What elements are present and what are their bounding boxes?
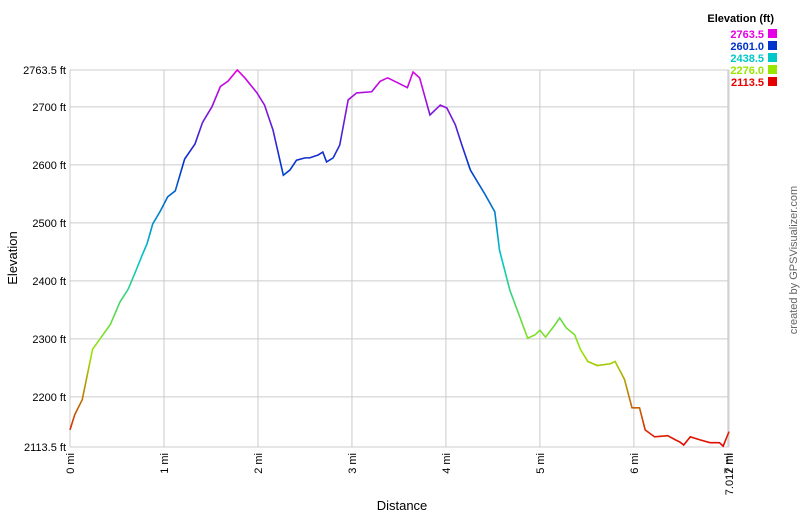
credit: created by GPSVisualizer.com — [788, 186, 800, 334]
x-tick-label: 1 mi — [159, 453, 171, 474]
y-tick-label: 2763.5 ft — [23, 65, 66, 77]
legend-value: 2601.0 — [730, 41, 764, 53]
x-tick-label: 3 mi — [347, 453, 359, 474]
legend-swatch — [768, 29, 777, 38]
legend-value: 2113.5 — [731, 77, 764, 89]
y-tick-label: 2400 ft — [32, 276, 66, 288]
legend-swatch — [768, 53, 777, 62]
legend-value: 2438.5 — [730, 53, 764, 65]
legend-swatch — [768, 41, 777, 50]
y-tick-label: 2300 ft — [32, 334, 66, 346]
y-axis-label: Elevation — [5, 231, 20, 284]
x-tick-label: 7.012 mi — [724, 453, 736, 495]
x-tick-label: 6 mi — [629, 453, 641, 474]
y-tick-label: 2600 ft — [32, 160, 66, 172]
y-tick-label: 2200 ft — [32, 392, 66, 404]
x-tick-label: 2 mi — [253, 453, 265, 474]
y-tick-label: 2700 ft — [32, 102, 66, 114]
legend-swatch — [768, 77, 777, 86]
x-tick-label: 0 mi — [65, 453, 77, 474]
x-tick-label: 7 mi — [723, 453, 735, 474]
y-tick-label: 2500 ft — [32, 218, 66, 230]
legend-value: 2763.5 — [730, 29, 764, 41]
legend-value: 2276.0 — [730, 65, 764, 77]
elevation-line — [69, 68, 730, 448]
legend-title: Elevation (ft) — [707, 13, 774, 25]
x-tick-label: 5 mi — [535, 453, 547, 474]
x-tick-label: 4 mi — [441, 453, 453, 474]
x-axis-label: Distance — [377, 498, 428, 513]
y-tick-label: 2113.5 ft — [24, 442, 66, 454]
legend-swatch — [768, 65, 777, 74]
